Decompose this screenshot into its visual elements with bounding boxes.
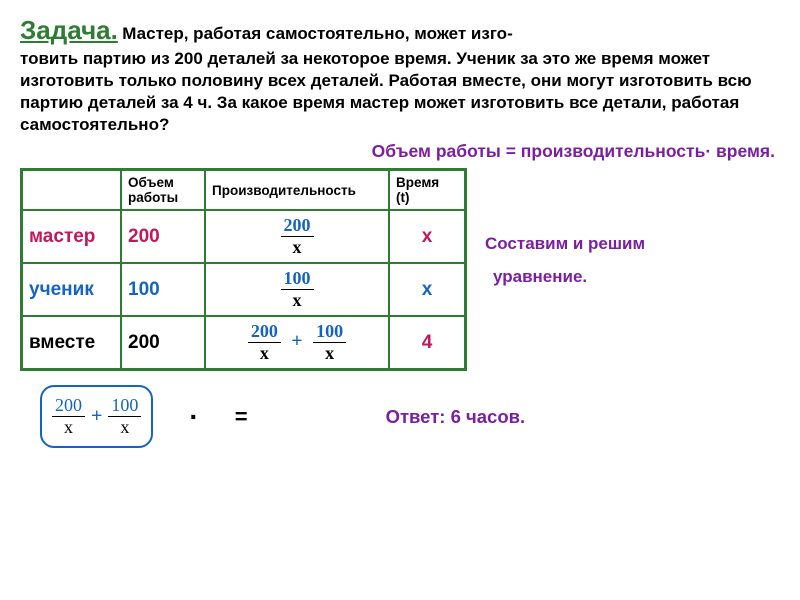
table-row: вместе 200 200x + 100x 4 — [22, 316, 466, 370]
together-vol: 200 — [121, 316, 205, 370]
row-student: ученик — [22, 263, 122, 316]
master-vol: 200 — [121, 210, 205, 263]
multiply-dot: · — [189, 401, 198, 433]
equals-sign: = — [235, 404, 248, 430]
side-note: Составим и решим уравнение. — [485, 228, 645, 293]
row-together: вместе — [22, 316, 122, 370]
problem-inline-start: Мастер, работая самостоятельно, может из… — [122, 24, 512, 43]
problem-text: товить партию из 200 деталей за некоторо… — [20, 48, 780, 136]
student-time: x — [389, 263, 466, 316]
table-row: ученик 100 100x x — [22, 263, 466, 316]
formula: Объем работы = производительность· время… — [20, 141, 775, 162]
student-vol: 100 — [121, 263, 205, 316]
master-prod: 200x — [205, 210, 389, 263]
equation-line: 200x + 100x · = Ответ: 6 часов. — [40, 385, 780, 448]
paren-group: 200x + 100x — [40, 385, 153, 448]
row-master: мастер — [22, 210, 122, 263]
col-time: Время(t) — [389, 170, 466, 211]
task-title: Задача. — [20, 15, 118, 45]
col-prod: Производительность — [205, 170, 389, 211]
together-time: 4 — [389, 316, 466, 370]
col-volume: Объем работы — [121, 170, 205, 211]
master-time: x — [389, 210, 466, 263]
data-table: Объем работы Производительность Время(t)… — [20, 168, 467, 371]
table-row: мастер 200 200x x — [22, 210, 466, 263]
together-prod: 200x + 100x — [205, 316, 389, 370]
student-prod: 100x — [205, 263, 389, 316]
answer-text: Ответ: 6 часов. — [386, 406, 526, 428]
